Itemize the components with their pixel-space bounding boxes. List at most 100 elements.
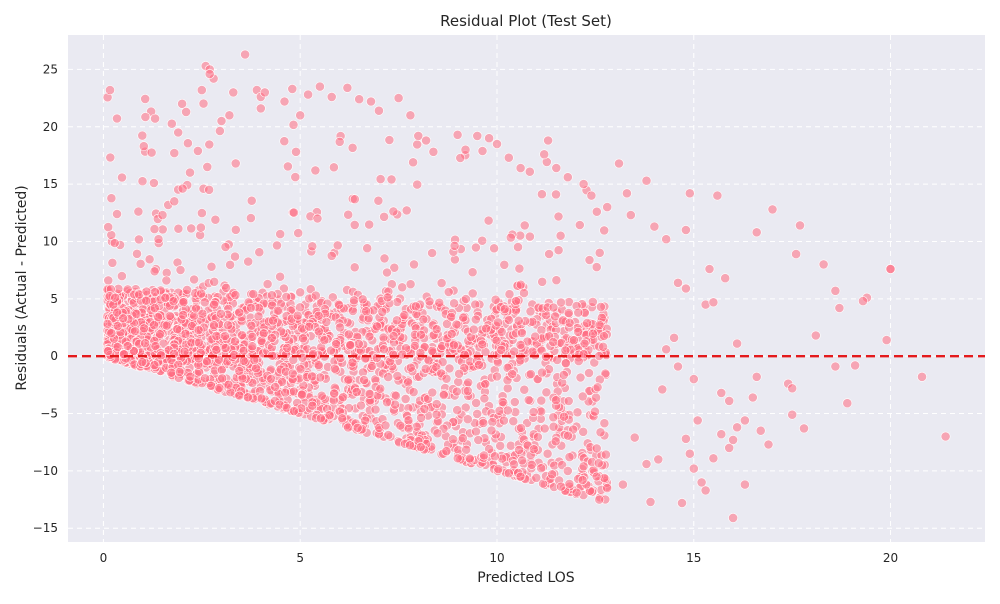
scatter-point	[462, 385, 473, 396]
scatter-point	[298, 333, 308, 344]
scatter-point	[509, 397, 520, 407]
scatter-point	[272, 240, 282, 251]
scatter-point	[137, 357, 148, 367]
scatter-point	[591, 471, 602, 482]
scatter-point	[470, 314, 481, 325]
scatter-point	[688, 463, 699, 474]
scatter-point	[174, 366, 185, 377]
scatter-point	[409, 259, 419, 270]
scatter-point	[564, 452, 575, 462]
scatter-point	[561, 358, 571, 369]
scatter-point	[513, 315, 524, 326]
scatter-point	[405, 362, 416, 373]
scatter-point	[588, 328, 598, 339]
scatter-point	[388, 331, 399, 341]
scatter-point	[541, 387, 552, 398]
scatter-point	[559, 411, 569, 422]
scatter-point	[287, 368, 298, 379]
scatter-point	[484, 133, 494, 144]
scatter-point	[410, 301, 421, 312]
scatter-point	[592, 382, 603, 393]
scatter-point	[178, 297, 189, 308]
scatter-point	[238, 345, 249, 356]
scatter-point	[528, 444, 539, 455]
scatter-point	[364, 388, 375, 399]
scatter-point	[513, 242, 523, 252]
scatter-point	[492, 139, 502, 149]
scatter-point	[270, 381, 281, 392]
scatter-point	[230, 158, 241, 169]
scatter-point	[598, 341, 608, 352]
scatter-point	[595, 427, 606, 438]
scatter-point	[144, 254, 155, 265]
scatter-point	[193, 337, 204, 348]
scatter-point	[573, 307, 584, 318]
scatter-point	[361, 306, 372, 317]
scatter-point	[266, 332, 277, 343]
scatter-point	[372, 321, 382, 332]
scatter-point	[313, 326, 324, 337]
scatter-point	[507, 369, 518, 379]
scatter-point	[366, 96, 376, 107]
scatter-point	[386, 174, 397, 185]
y-tick-label: 10	[43, 234, 58, 248]
scatter-point	[470, 242, 481, 253]
scatter-point	[303, 89, 313, 100]
scatter-point	[489, 451, 500, 462]
scatter-point	[732, 338, 742, 349]
scatter-point	[724, 395, 735, 406]
scatter-point	[266, 290, 277, 301]
scatter-point	[352, 422, 363, 433]
scatter-point	[388, 349, 399, 360]
scatter-point	[315, 413, 326, 424]
scatter-point	[555, 230, 566, 241]
scatter-point	[461, 444, 472, 455]
scatter-point	[220, 242, 231, 252]
scatter-point	[544, 249, 554, 259]
scatter-point	[496, 344, 507, 355]
scatter-point	[382, 292, 393, 303]
scatter-point	[393, 93, 404, 103]
scatter-point	[379, 211, 389, 222]
scatter-point	[326, 92, 337, 102]
scatter-point	[720, 273, 731, 284]
scatter-point	[383, 372, 394, 382]
scatter-point	[443, 287, 454, 297]
scatter-point	[454, 368, 464, 379]
scatter-point	[645, 496, 656, 507]
scatter-point	[548, 421, 559, 432]
scatter-point	[449, 240, 460, 251]
scatter-point	[110, 292, 121, 303]
scatter-point	[551, 163, 562, 173]
scatter-point	[112, 209, 122, 219]
scatter-point	[641, 175, 652, 186]
scatter-point	[563, 308, 574, 318]
scatter-point	[408, 157, 418, 168]
scatter-point	[353, 338, 364, 349]
scatter-point	[216, 364, 227, 375]
scatter-point	[586, 190, 597, 201]
scatter-point	[614, 158, 624, 169]
scatter-point	[795, 220, 805, 231]
scatter-point	[850, 360, 860, 371]
scatter-point	[140, 112, 151, 122]
scatter-point	[669, 332, 679, 343]
scatter-point	[527, 346, 538, 357]
scatter-point	[599, 418, 610, 429]
scatter-point	[189, 274, 199, 285]
scatter-point	[403, 423, 414, 434]
scatter-point	[397, 349, 408, 360]
scatter-point	[420, 363, 431, 374]
scatter-point	[319, 335, 330, 346]
scatter-point	[448, 340, 459, 350]
scatter-point	[392, 370, 403, 381]
scatter-point	[732, 422, 742, 433]
scatter-point	[427, 387, 438, 398]
scatter-point	[692, 415, 703, 426]
scatter-point	[471, 397, 481, 408]
scatter-point	[478, 418, 489, 428]
scatter-point	[234, 307, 245, 318]
scatter-point	[122, 341, 133, 351]
scatter-point	[492, 371, 502, 382]
